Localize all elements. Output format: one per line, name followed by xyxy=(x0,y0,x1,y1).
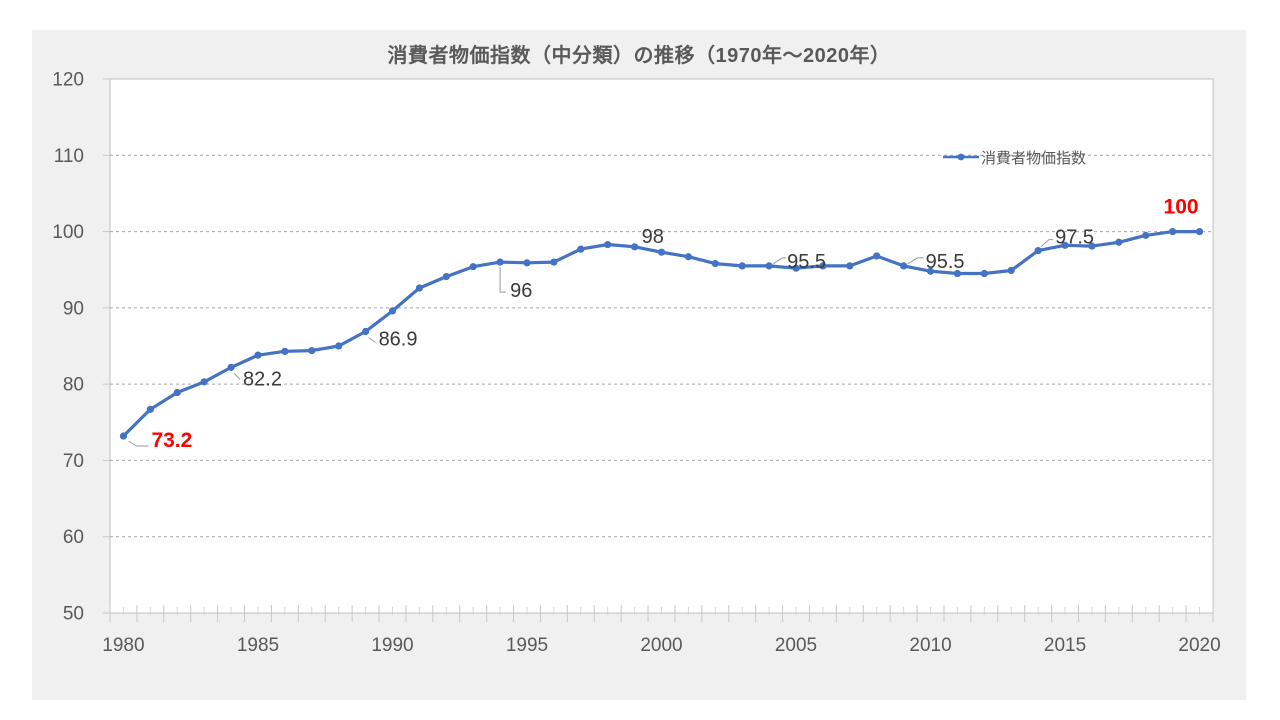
data-point-marker xyxy=(604,240,612,249)
data-point-marker xyxy=(1142,231,1150,239)
data-point-marker xyxy=(146,405,154,413)
y-axis-label: 80 xyxy=(63,375,84,396)
data-point-marker xyxy=(657,248,666,256)
legend-series-label: 消費者物価指数 xyxy=(981,149,1087,167)
x-axis-label: 2005 xyxy=(775,635,817,656)
y-axis-label: 90 xyxy=(63,298,84,319)
data-label: 86.9 xyxy=(379,329,418,351)
data-point-marker xyxy=(738,262,746,270)
data-label-leader-line xyxy=(907,257,924,265)
data-point-marker xyxy=(119,432,128,440)
data-label-leader-line xyxy=(1040,239,1054,247)
y-axis-label: 100 xyxy=(52,222,84,243)
data-point-marker xyxy=(415,284,423,292)
data-point-marker xyxy=(577,245,585,253)
data-point-marker xyxy=(846,262,854,270)
data-label: 98 xyxy=(642,226,664,248)
data-point-marker xyxy=(496,258,504,266)
data-point-marker xyxy=(684,253,693,261)
data-point-marker xyxy=(469,263,477,271)
data-point-marker xyxy=(792,264,800,272)
data-label-leader-line xyxy=(233,373,241,380)
data-point-marker xyxy=(1169,227,1177,236)
chart-title: 消費者物価指数（中分類）の推移（1970年～2020年） xyxy=(387,45,891,67)
data-point-marker xyxy=(1115,238,1123,246)
data-point-marker xyxy=(1034,247,1042,255)
x-axis-label: 2000 xyxy=(640,635,682,656)
data-point-marker xyxy=(819,262,827,270)
data-point-marker xyxy=(550,258,558,266)
x-axis-label: 2015 xyxy=(1044,635,1086,656)
y-axis-label: 50 xyxy=(63,604,84,625)
data-point-marker xyxy=(1061,241,1069,249)
y-axis-label: 70 xyxy=(63,451,84,472)
data-point-marker xyxy=(361,327,370,336)
y-axis-label: 120 xyxy=(52,70,84,91)
data-label: 96 xyxy=(510,280,532,302)
x-axis-label: 1985 xyxy=(237,635,279,656)
data-point-marker xyxy=(873,252,881,260)
data-point-marker xyxy=(523,259,531,267)
data-point-marker xyxy=(173,388,181,397)
data-point-marker xyxy=(630,243,639,251)
data-point-marker xyxy=(227,363,235,371)
cpi-line-chart-svg: 120 110 100 90 80 70 60 50 1980 1985 1990 1995 2000 2… xyxy=(52,70,1220,657)
data-label-leader-line xyxy=(368,337,376,343)
x-axis-label: 1980 xyxy=(102,635,144,656)
data-point-marker xyxy=(254,351,262,359)
data-label: 95.5 xyxy=(787,251,826,273)
data-point-marker xyxy=(1088,242,1096,250)
data-point-marker xyxy=(1195,227,1204,236)
data-label: 73.2 xyxy=(151,429,192,452)
data-point-marker xyxy=(711,260,719,268)
plot-area xyxy=(109,78,1214,614)
x-axis-label: 1990 xyxy=(371,635,413,656)
data-label-leader-line xyxy=(772,257,787,265)
data-point-marker xyxy=(388,307,397,315)
data-label: 100 xyxy=(1164,196,1199,219)
data-point-marker xyxy=(953,269,962,278)
data-label: 97.5 xyxy=(1055,227,1094,249)
x-axis-label: 2010 xyxy=(909,635,951,656)
data-label-leader-line xyxy=(128,440,149,447)
legend-line-marker-icon xyxy=(943,153,979,161)
data-point-marker xyxy=(900,262,908,270)
data-point-marker xyxy=(980,269,988,278)
y-axis-label: 110 xyxy=(54,146,84,167)
data-label: 82.2 xyxy=(243,368,282,390)
data-point-marker xyxy=(335,342,343,350)
data-point-marker xyxy=(281,347,289,355)
data-point-marker xyxy=(442,272,450,281)
data-point-marker xyxy=(1007,266,1015,275)
data-label: 95.5 xyxy=(926,251,965,273)
legend: 消費者物価指数 xyxy=(942,147,1086,167)
data-point-marker xyxy=(200,378,208,386)
x-axis-label: 1995 xyxy=(506,635,548,656)
data-point-marker xyxy=(308,346,316,355)
data-label-leader-line xyxy=(499,267,507,293)
data-point-marker xyxy=(765,262,773,270)
x-axis-label: 2020 xyxy=(1178,635,1220,656)
data-point-marker xyxy=(926,267,935,275)
y-axis-label: 60 xyxy=(63,527,84,548)
chart-panel: 消費者物価指数（中分類）の推移（1970年～2020年） 120 110 100 90… xyxy=(32,30,1246,700)
